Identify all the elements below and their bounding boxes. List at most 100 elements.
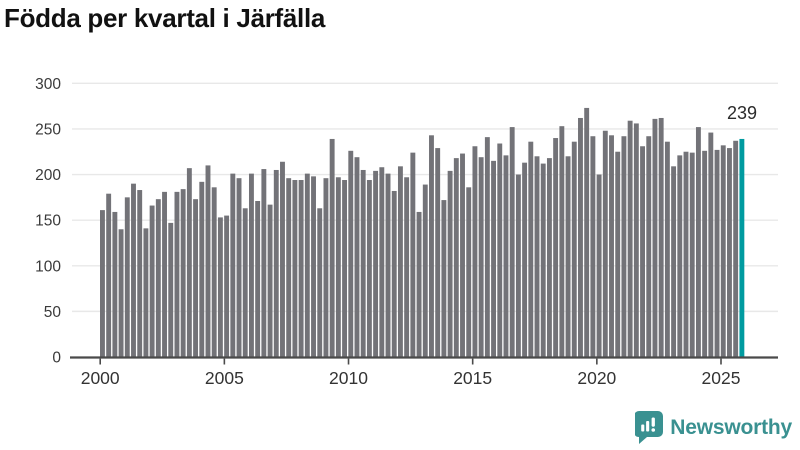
bar-2005-Q3 bbox=[236, 178, 242, 357]
bar-2011-Q2 bbox=[379, 167, 385, 357]
bar-2025-Q2 bbox=[727, 148, 732, 357]
bar-2013-Q3 bbox=[435, 148, 441, 357]
bar-2009-Q3 bbox=[335, 177, 341, 357]
bar-2003-Q4 bbox=[193, 199, 199, 357]
bar-2006-Q3 bbox=[261, 169, 267, 357]
bar-2018-Q3 bbox=[559, 126, 565, 358]
bar-2025-Q3 bbox=[733, 140, 739, 357]
newsworthy-brand-link[interactable]: Newsworthy bbox=[635, 411, 792, 445]
bar-2020-Q2 bbox=[602, 130, 608, 357]
bar-2001-Q3 bbox=[137, 190, 143, 357]
bar-2024-Q3 bbox=[708, 132, 714, 357]
bar-2022-Q4 bbox=[664, 141, 670, 357]
bar-2003-Q3 bbox=[186, 168, 192, 357]
bar-2023-Q1 bbox=[671, 166, 677, 357]
bar-2020-Q1 bbox=[596, 174, 602, 357]
bar-2013-Q2 bbox=[429, 135, 434, 357]
bar-2021-Q2 bbox=[627, 120, 633, 358]
bar-2003-Q2 bbox=[180, 189, 186, 357]
bar-2022-Q1 bbox=[646, 136, 652, 357]
bar-2017-Q3 bbox=[534, 156, 540, 357]
y-axis-label-100: 100 bbox=[35, 258, 61, 275]
bar-2012-Q3 bbox=[410, 152, 416, 357]
bar-2009-Q4 bbox=[342, 180, 348, 357]
bar-2017-Q4 bbox=[540, 163, 546, 357]
x-axis-label-2005: 2005 bbox=[205, 368, 244, 388]
bar-2000-Q1 bbox=[100, 210, 105, 357]
chart-title: Födda per kvartal i Järfälla bbox=[4, 3, 326, 33]
bar-2002-Q3 bbox=[162, 191, 167, 357]
bar-2010-Q1 bbox=[348, 150, 354, 357]
x-axis-label-2000: 2000 bbox=[81, 368, 120, 388]
bar-2023-Q4 bbox=[689, 152, 695, 357]
bar-2016-Q4 bbox=[515, 174, 521, 357]
bar-2004-Q3 bbox=[211, 187, 217, 357]
bar-2010-Q3 bbox=[360, 169, 366, 357]
bar-2004-Q2 bbox=[205, 165, 211, 357]
bar-2025-Q1 bbox=[720, 145, 726, 357]
y-axis-label-150: 150 bbox=[35, 213, 61, 230]
bar-2011-Q3 bbox=[385, 173, 391, 357]
bar-2024-Q1 bbox=[695, 127, 701, 357]
bar-2019-Q3 bbox=[584, 107, 590, 358]
bar-2007-Q1 bbox=[273, 169, 279, 357]
bar-2019-Q1 bbox=[571, 141, 577, 357]
bar-2001-Q2 bbox=[131, 183, 136, 357]
bar-2010-Q2 bbox=[354, 157, 360, 357]
bar-2016-Q2 bbox=[503, 155, 509, 357]
bar-2023-Q3 bbox=[683, 151, 689, 357]
bar-2008-Q4 bbox=[317, 208, 323, 357]
bar-2010-Q4 bbox=[366, 180, 372, 357]
bar-2015-Q4 bbox=[491, 160, 496, 357]
bar-2008-Q1 bbox=[298, 180, 304, 357]
x-axis-label-2025: 2025 bbox=[702, 368, 741, 388]
bar-2017-Q2 bbox=[528, 141, 534, 357]
brand-name: Newsworthy bbox=[670, 416, 792, 439]
bar-2008-Q3 bbox=[311, 176, 316, 357]
y-axis-label-0: 0 bbox=[52, 350, 61, 367]
bar-2019-Q4 bbox=[590, 136, 596, 357]
bar-2008-Q2 bbox=[304, 173, 310, 357]
bar-2007-Q2 bbox=[280, 161, 285, 357]
bar-2013-Q4 bbox=[441, 200, 447, 357]
bar-2021-Q1 bbox=[621, 136, 627, 357]
bar-2006-Q4 bbox=[267, 204, 273, 357]
bar-2018-Q1 bbox=[546, 158, 552, 357]
bar-2006-Q1 bbox=[248, 173, 254, 357]
bar-2005-Q1 bbox=[224, 215, 230, 357]
y-axis-label-50: 50 bbox=[44, 304, 62, 321]
bar-2009-Q2 bbox=[329, 138, 335, 357]
bar-2016-Q1 bbox=[497, 143, 503, 357]
bar-2007-Q3 bbox=[286, 178, 292, 357]
bar-2024-Q4 bbox=[714, 149, 720, 357]
bar-2011-Q1 bbox=[373, 170, 379, 357]
bar-2022-Q3 bbox=[658, 117, 664, 357]
bar-2007-Q4 bbox=[292, 180, 298, 357]
bar-2016-Q3 bbox=[509, 127, 515, 357]
bar-2011-Q4 bbox=[391, 190, 397, 357]
bar-2000-Q4 bbox=[118, 229, 124, 357]
bar-2021-Q3 bbox=[633, 123, 639, 357]
bar-2002-Q2 bbox=[155, 199, 161, 357]
bar-2002-Q1 bbox=[149, 205, 155, 357]
bar-2018-Q2 bbox=[553, 138, 559, 357]
x-axis-label-2010: 2010 bbox=[329, 368, 368, 388]
y-axis-label-300: 300 bbox=[35, 76, 61, 93]
bar-2000-Q3 bbox=[112, 211, 118, 357]
bar-2006-Q2 bbox=[255, 200, 261, 357]
last-value-label: 239 bbox=[726, 103, 758, 123]
bar-2015-Q2 bbox=[478, 157, 484, 357]
bar-2015-Q1 bbox=[472, 146, 478, 357]
bar-2005-Q2 bbox=[230, 173, 236, 357]
bar-2015-Q3 bbox=[484, 137, 490, 357]
bar-2020-Q3 bbox=[609, 135, 614, 357]
bar-2012-Q4 bbox=[416, 211, 422, 357]
bar-2025-Q4 bbox=[739, 138, 745, 357]
bar-2012-Q2 bbox=[404, 177, 410, 357]
y-axis-label-250: 250 bbox=[35, 121, 61, 138]
bar-2014-Q3 bbox=[460, 153, 465, 357]
bar-2020-Q4 bbox=[615, 151, 621, 357]
bar-2009-Q1 bbox=[323, 178, 329, 357]
bar-2012-Q1 bbox=[397, 166, 403, 357]
